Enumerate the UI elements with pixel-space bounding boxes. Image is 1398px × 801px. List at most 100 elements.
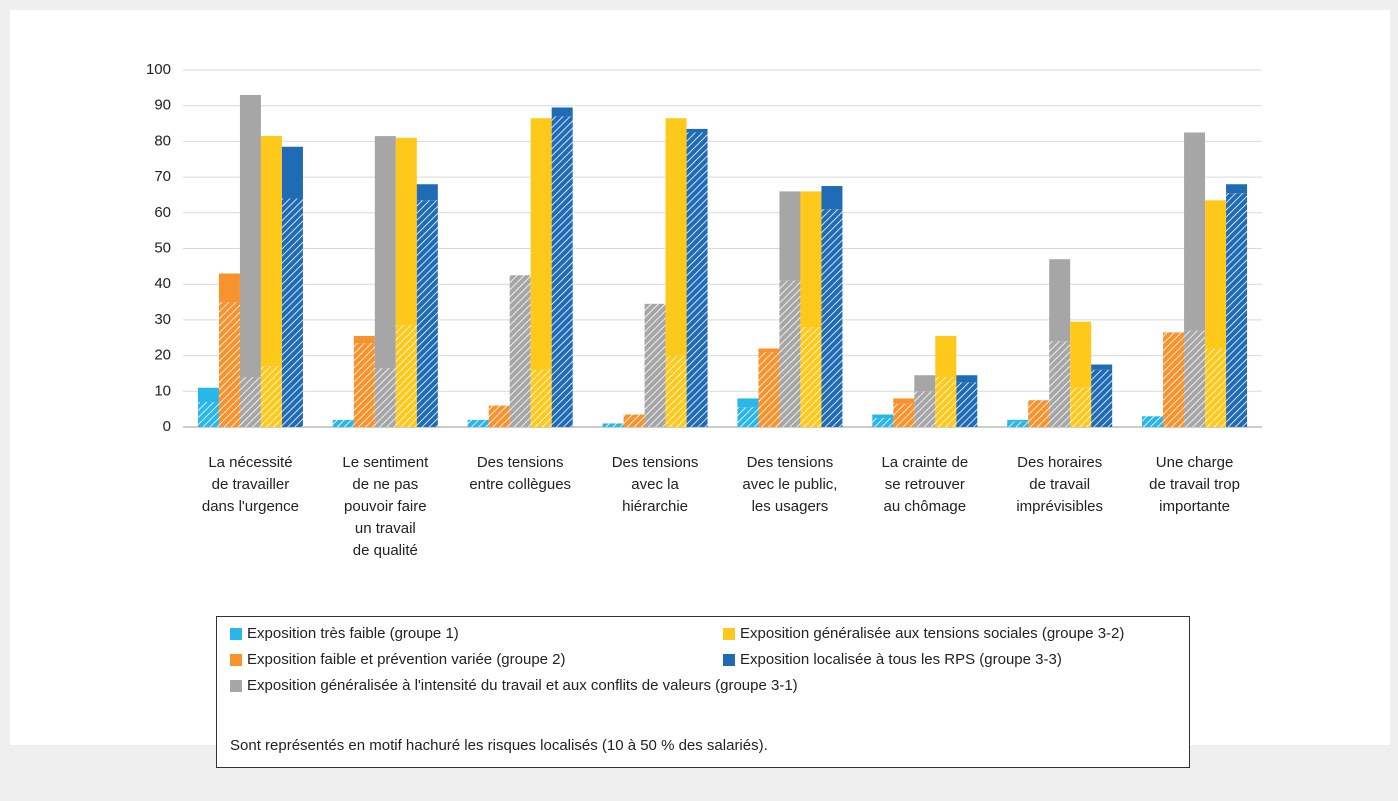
x-tick-label: hiérarchie bbox=[622, 498, 688, 515]
bar-localized bbox=[1163, 332, 1185, 427]
bar-generalized bbox=[1007, 419, 1029, 422]
x-tick-label: avec la bbox=[631, 476, 679, 493]
y-tick-label: 70 bbox=[154, 168, 171, 185]
y-tick-label: 30 bbox=[154, 311, 171, 328]
y-tick-label: 10 bbox=[154, 382, 171, 399]
bar-generalized bbox=[758, 348, 780, 353]
bar-localized bbox=[332, 419, 354, 427]
bar-generalized bbox=[197, 387, 219, 403]
bar-generalized bbox=[530, 118, 552, 370]
bar-generalized bbox=[239, 94, 261, 378]
bar-localized bbox=[737, 407, 759, 427]
y-tick-label: 60 bbox=[154, 204, 171, 221]
legend-swatch bbox=[230, 654, 242, 666]
x-tick-label: Des tensions bbox=[612, 454, 699, 471]
bar-localized bbox=[239, 377, 261, 427]
bar-localized bbox=[551, 116, 573, 427]
legend-label: Exposition généralisée aux tensions soci… bbox=[740, 625, 1124, 642]
bar-generalized bbox=[281, 146, 303, 199]
bar-generalized bbox=[779, 191, 801, 281]
bar-localized bbox=[956, 382, 978, 427]
bar-generalized bbox=[665, 118, 687, 356]
bar-localized bbox=[821, 209, 843, 427]
x-tick-label: de qualité bbox=[353, 542, 418, 559]
bar-generalized bbox=[914, 375, 936, 392]
bar-localized bbox=[758, 352, 780, 427]
x-tick-label: dans l'urgence bbox=[202, 498, 299, 515]
y-tick-label: 80 bbox=[154, 132, 171, 149]
legend-swatch bbox=[230, 680, 242, 692]
bar-localized bbox=[779, 280, 801, 427]
bar-localized bbox=[260, 366, 282, 427]
legend-label: Exposition très faible (groupe 1) bbox=[247, 625, 459, 642]
x-tick-label: importante bbox=[1159, 498, 1230, 515]
bar-localized bbox=[467, 419, 489, 427]
x-tick-label: de ne pas bbox=[352, 476, 418, 493]
bar-localized bbox=[509, 275, 531, 427]
bar-generalized bbox=[1091, 364, 1113, 370]
x-tick-label: La crainte de bbox=[881, 454, 968, 471]
bar-generalized bbox=[800, 191, 822, 328]
x-tick-label: Des tensions bbox=[747, 454, 834, 471]
bar-localized bbox=[1226, 193, 1248, 427]
bar-localized bbox=[665, 355, 687, 427]
bar-localized bbox=[488, 405, 510, 427]
bar-localized bbox=[800, 327, 822, 427]
x-tick-label: imprévisibles bbox=[1016, 498, 1103, 515]
y-tick-label: 0 bbox=[163, 418, 171, 435]
legend-label: Exposition généralisée à l'intensité du … bbox=[247, 677, 798, 694]
x-tick-label: Le sentiment bbox=[342, 454, 429, 471]
legend-swatch bbox=[723, 654, 735, 666]
y-tick-label: 20 bbox=[154, 347, 171, 364]
bar-localized bbox=[914, 391, 936, 427]
y-tick-label: 50 bbox=[154, 239, 171, 256]
bar-generalized bbox=[893, 398, 915, 404]
bar-generalized bbox=[1226, 184, 1248, 194]
bar-generalized bbox=[374, 136, 396, 369]
x-tick-label: Des horaires bbox=[1017, 454, 1102, 471]
x-tick-label: de travail bbox=[1029, 476, 1090, 493]
bar-localized bbox=[893, 403, 915, 427]
legend-label: Exposition localisée à tous les RPS (gro… bbox=[740, 651, 1062, 668]
bar-localized bbox=[1028, 400, 1050, 427]
x-tick-label: avec le public, bbox=[742, 476, 837, 493]
legend-swatch bbox=[723, 628, 735, 640]
bar-generalized bbox=[1070, 321, 1092, 388]
note: Sont représentés en motif hachuré les ri… bbox=[230, 737, 768, 754]
bar-generalized bbox=[416, 184, 438, 201]
legend-swatch bbox=[230, 628, 242, 640]
y-tick-label: 40 bbox=[154, 275, 171, 292]
bar-generalized bbox=[1205, 200, 1227, 349]
bar-generalized bbox=[821, 186, 843, 210]
bar-generalized bbox=[686, 128, 708, 133]
bar-generalized bbox=[1049, 259, 1071, 342]
bar-localized bbox=[281, 198, 303, 427]
bar-generalized bbox=[1184, 132, 1206, 331]
x-tick-label: de travail trop bbox=[1149, 476, 1240, 493]
bar-localized bbox=[623, 414, 645, 427]
bar-localized bbox=[1205, 348, 1227, 427]
bar-localized bbox=[374, 368, 396, 427]
y-tick-label: 100 bbox=[146, 61, 171, 78]
x-tick-label: se retrouver bbox=[885, 476, 965, 493]
y-tick-label: 90 bbox=[154, 97, 171, 114]
bar-localized bbox=[1070, 387, 1092, 427]
bar-localized bbox=[935, 377, 957, 427]
bar-localized bbox=[218, 302, 240, 427]
x-tick-label: entre collègues bbox=[469, 476, 571, 493]
x-tick-label: La nécessité bbox=[208, 454, 292, 471]
bar-localized bbox=[1184, 330, 1206, 427]
bar-localized bbox=[1142, 416, 1164, 427]
x-tick-label: pouvoir faire bbox=[344, 498, 427, 515]
legend-box bbox=[216, 616, 1190, 768]
x-tick-label: au chômage bbox=[884, 498, 967, 515]
bar-localized bbox=[197, 402, 219, 427]
bar-localized bbox=[644, 303, 666, 427]
bar-generalized bbox=[551, 107, 573, 117]
bar-localized bbox=[872, 418, 894, 427]
bar-localized bbox=[530, 369, 552, 427]
bar-generalized bbox=[353, 335, 375, 344]
legend-label: Exposition faible et prévention variée (… bbox=[247, 651, 566, 668]
